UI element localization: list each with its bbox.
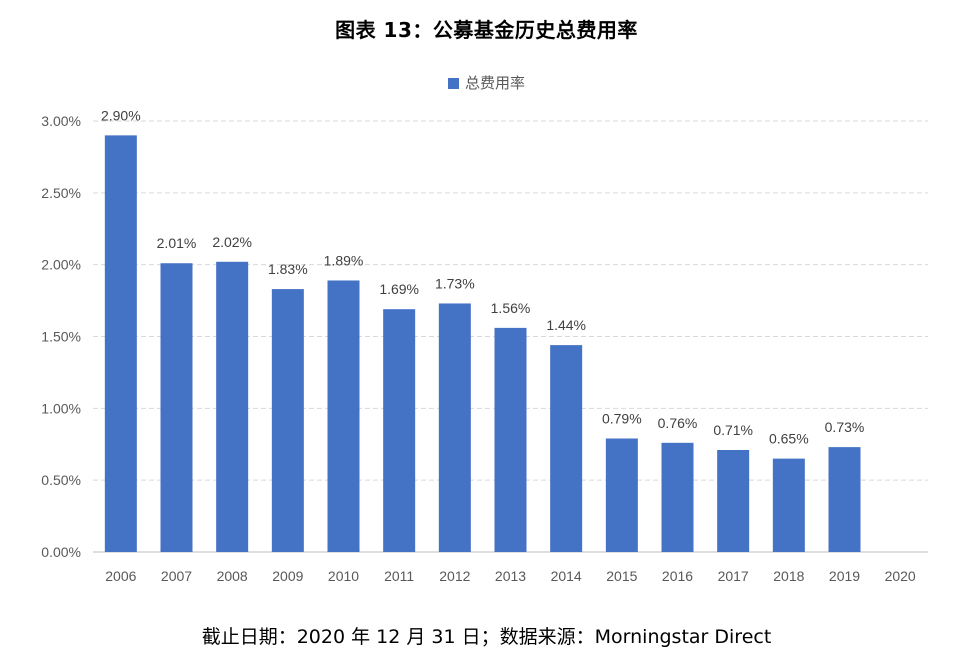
x-tick-label: 2019 <box>829 568 860 584</box>
bar <box>160 263 193 552</box>
y-tick-label: 2.00% <box>41 257 81 273</box>
bar <box>327 280 360 552</box>
data-label: 1.69% <box>379 281 419 297</box>
chart-title: 图表 13：公募基金历史总费用率 <box>335 18 638 42</box>
data-label: 2.90% <box>101 107 141 123</box>
x-tick-label: 2012 <box>439 568 470 584</box>
x-tick-label: 2015 <box>606 568 637 584</box>
y-tick-label: 0.50% <box>41 472 81 488</box>
data-label: 0.79% <box>602 411 642 427</box>
x-tick-label: 2010 <box>328 568 359 584</box>
data-label: 1.56% <box>491 300 531 316</box>
data-label: 2.02% <box>212 234 252 250</box>
data-label: 0.65% <box>769 431 809 447</box>
x-tick-label: 2013 <box>495 568 526 584</box>
x-tick-label: 2018 <box>773 568 804 584</box>
x-tick-label: 2011 <box>384 568 414 584</box>
y-tick-label: 0.00% <box>41 544 81 560</box>
bar <box>104 135 137 552</box>
x-tick-label: 2007 <box>161 568 192 584</box>
data-label: 0.71% <box>713 422 753 438</box>
footnote: 截止日期：2020 年 12 月 31 日；数据来源：Morningstar D… <box>201 626 772 648</box>
data-label: 1.44% <box>546 317 586 333</box>
x-tick-label: 2017 <box>718 568 749 584</box>
y-tick-label: 2.50% <box>41 185 81 201</box>
data-labels: 2.90% 2.01% 2.02% 1.83% 1.89% 1.69% 1.73% 1.56%… <box>101 107 864 446</box>
x-tick-label: 2014 <box>551 568 582 584</box>
x-tick-label: 2008 <box>217 568 248 584</box>
x-tick-label: 2020 <box>885 568 916 584</box>
data-label: 1.73% <box>435 275 475 291</box>
bar <box>828 447 861 552</box>
data-label: 1.89% <box>324 252 364 268</box>
bar <box>661 442 694 552</box>
legend-swatch <box>447 78 459 89</box>
legend: 总费用率 <box>0 72 973 93</box>
x-tick-label: 2009 <box>272 568 303 584</box>
bar <box>772 458 805 552</box>
x-tick-label: 2016 <box>662 568 693 584</box>
bar <box>605 438 638 552</box>
bar <box>494 327 527 552</box>
bar <box>383 309 416 552</box>
x-tick-label: 2006 <box>105 568 136 584</box>
bar <box>717 449 750 552</box>
data-label: 0.73% <box>825 419 865 435</box>
y-axis-labels: 0.00% 0.50% 1.00% 1.50% 2.00% 2.50% 3.00% <box>41 113 81 560</box>
data-label: 0.76% <box>658 415 698 431</box>
data-label: 1.83% <box>268 261 308 277</box>
bar <box>438 303 471 552</box>
x-axis-labels: 2006 2007 2008 2009 2010 2011 2012 2013 2014 2015… <box>105 568 916 584</box>
y-tick-label: 3.00% <box>41 113 81 129</box>
bar <box>216 261 249 552</box>
bar <box>550 345 583 552</box>
bar <box>271 289 304 552</box>
bars <box>104 135 861 552</box>
legend-label: 总费用率 <box>464 74 525 92</box>
y-tick-label: 1.00% <box>41 400 81 416</box>
y-tick-label: 1.50% <box>41 329 81 345</box>
data-label: 2.01% <box>157 235 197 251</box>
